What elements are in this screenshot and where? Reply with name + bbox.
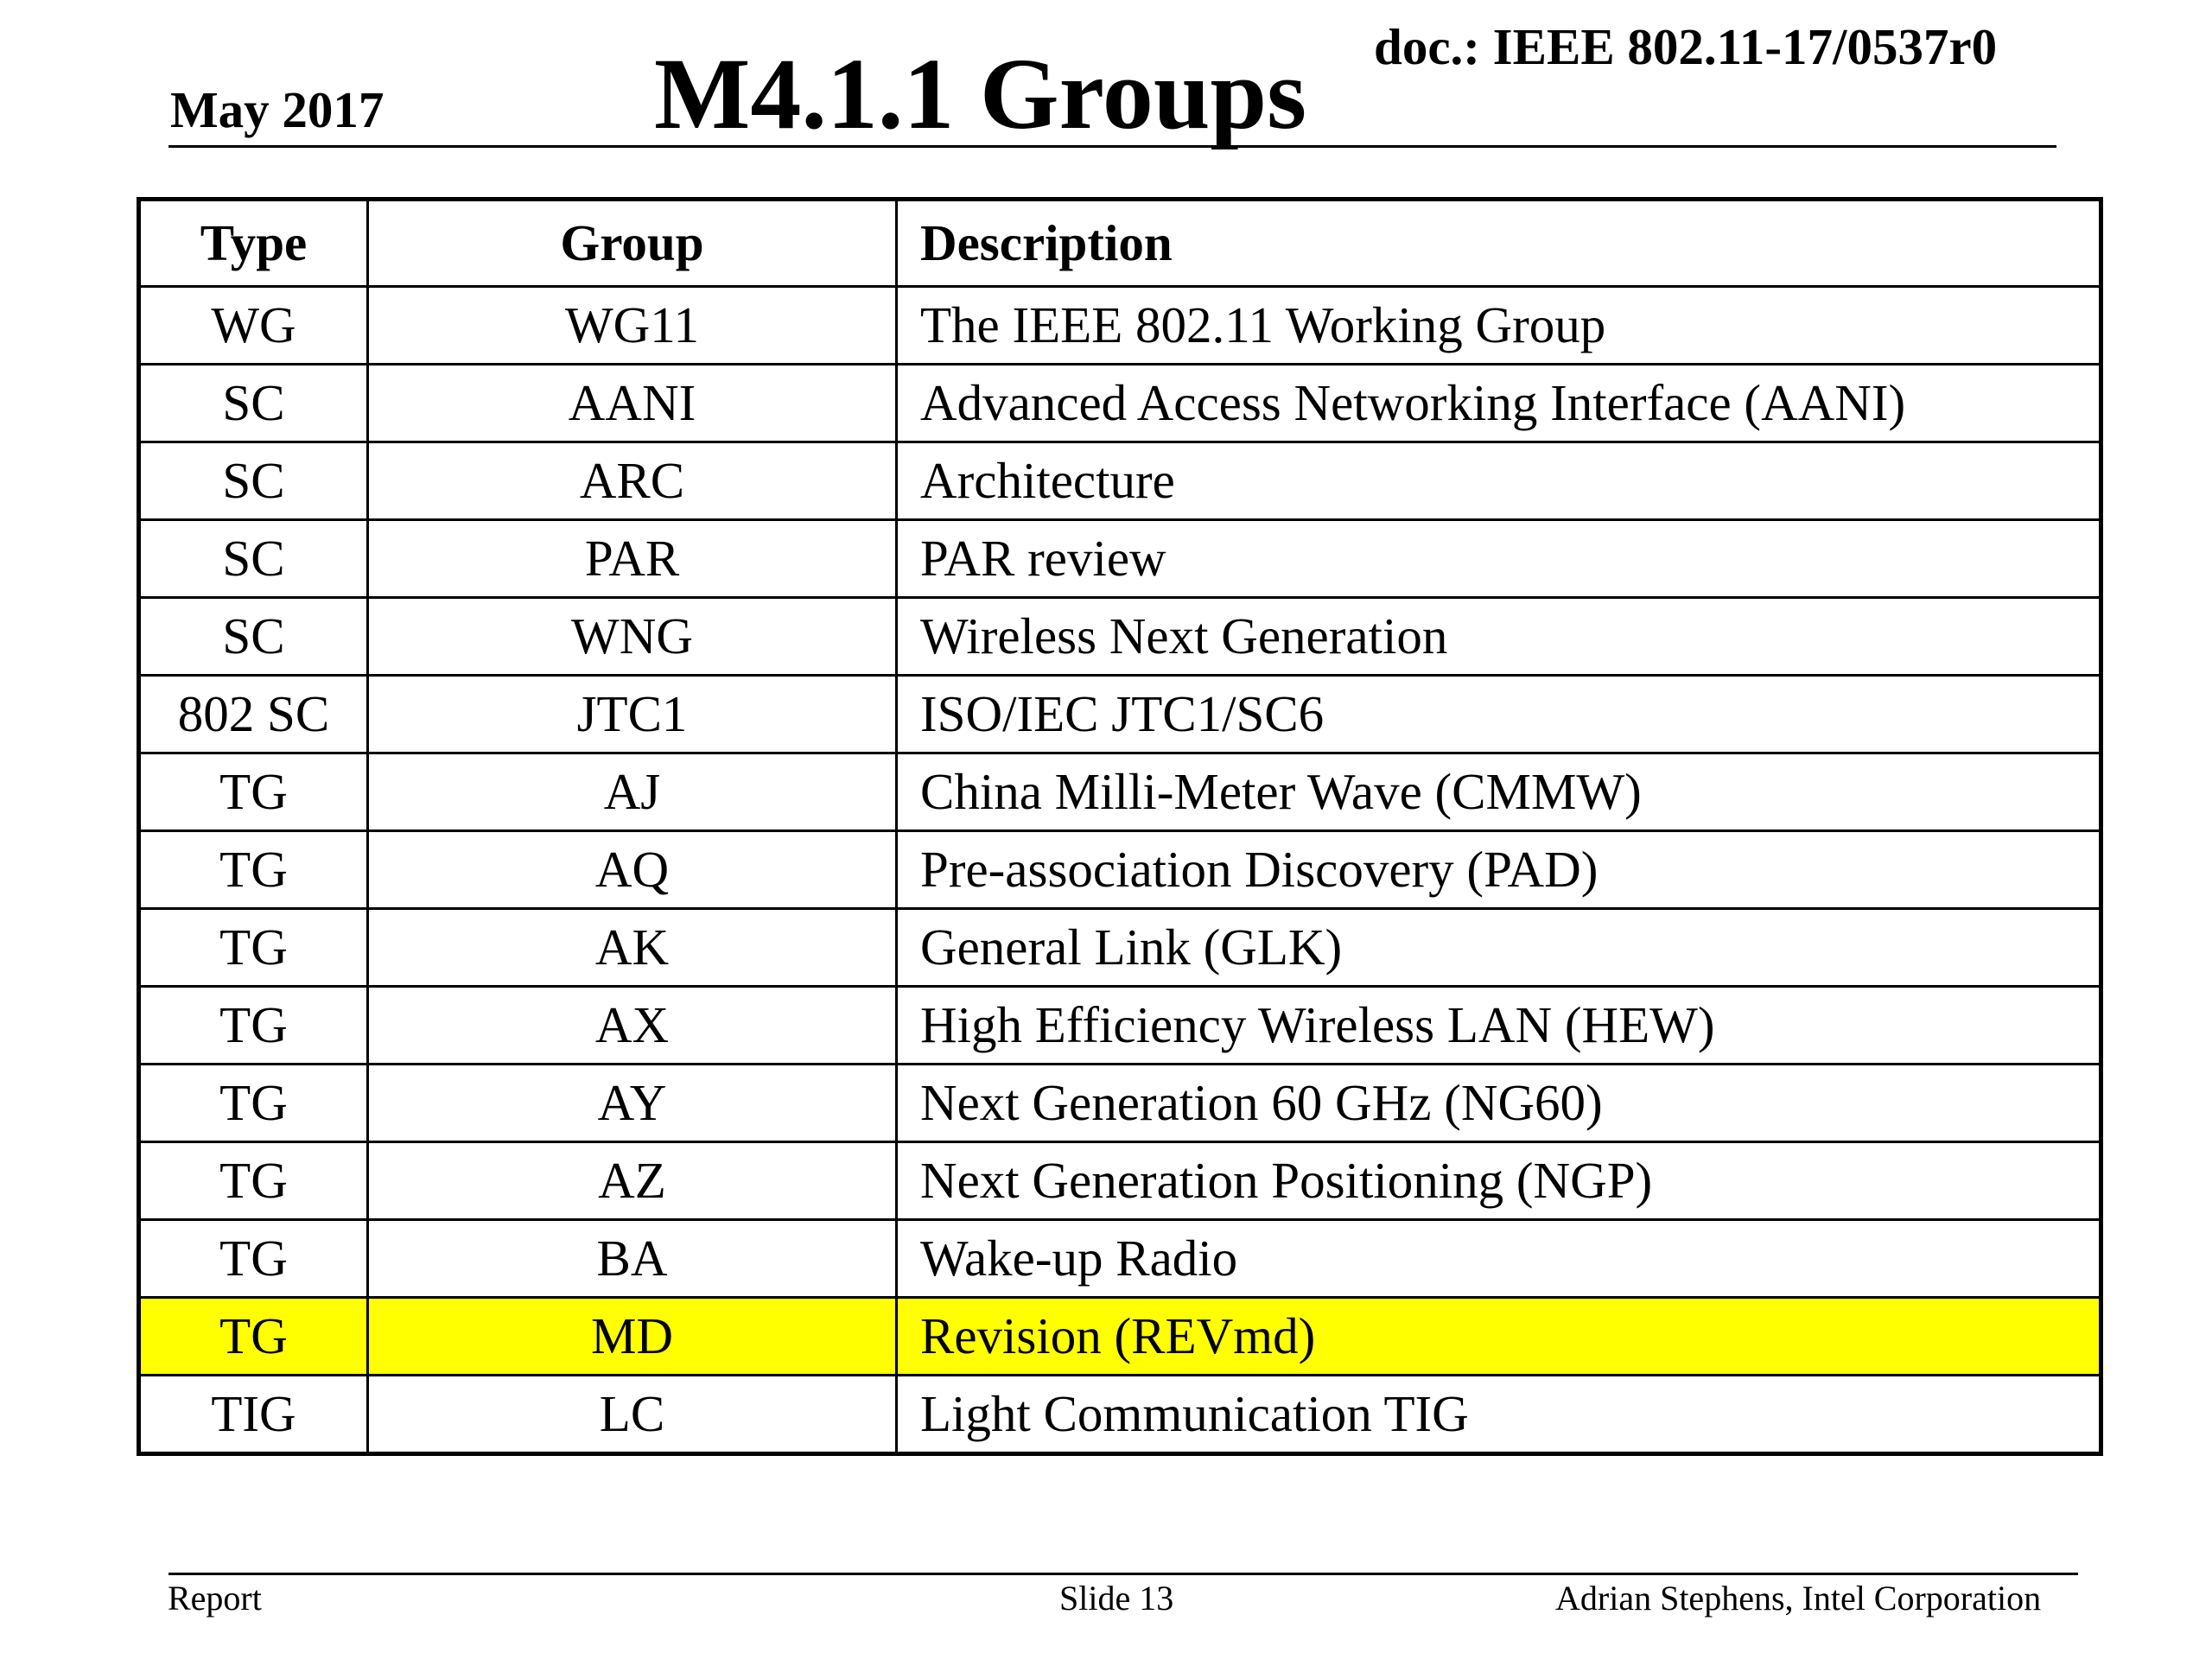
cell-group: ARC: [366, 441, 898, 521]
table-header-row: Type Group Description: [137, 198, 2102, 288]
cell-type: TG: [137, 752, 369, 832]
cell-type: TG: [137, 985, 369, 1065]
cell-group: JTC1: [366, 674, 898, 754]
table-row: TG AK General Link (GLK): [137, 907, 2102, 988]
cell-description: PAR review: [895, 518, 2102, 599]
table-body: WG WG11 The IEEE 802.11 Working Group SC AAN…: [137, 285, 2102, 1455]
column-header-description: Description: [895, 198, 2102, 288]
cell-type: TG: [137, 1063, 369, 1143]
table-row: TG AZ Next Generation Positioning (NGP): [137, 1141, 2102, 1221]
cell-group: AY: [366, 1063, 898, 1143]
table-row: TG AJ China Milli-Meter Wave (CMMW): [137, 752, 2102, 832]
cell-type: SC: [137, 518, 369, 599]
cell-type: SC: [137, 363, 369, 443]
slide-number: Slide 13: [1059, 1579, 1174, 1618]
cell-type: TG: [137, 907, 369, 988]
cell-group: AJ: [366, 752, 898, 832]
cell-group: LC: [366, 1374, 898, 1455]
table-row: TIG LC Light Communication TIG: [137, 1374, 2102, 1455]
table-row: SC WNG Wireless Next Generation: [137, 596, 2102, 677]
cell-group: WG11: [366, 285, 898, 365]
cell-group: AK: [366, 907, 898, 988]
cell-type: SC: [137, 441, 369, 521]
cell-group: AZ: [366, 1141, 898, 1221]
footer-left: Report: [168, 1579, 262, 1618]
cell-group: MD: [366, 1296, 898, 1376]
header-divider: [168, 145, 2056, 148]
cell-group: AQ: [366, 830, 898, 910]
cell-description: Light Communication TIG: [895, 1374, 2102, 1455]
cell-description: Next Generation Positioning (NGP): [895, 1141, 2102, 1221]
cell-description: China Milli-Meter Wave (CMMW): [895, 752, 2102, 832]
cell-description: Next Generation 60 GHz (NG60): [895, 1063, 2102, 1143]
cell-type: TG: [137, 830, 369, 910]
table-row: SC PAR PAR review: [137, 518, 2102, 599]
cell-description: General Link (GLK): [895, 907, 2102, 988]
cell-type: TIG: [137, 1374, 369, 1455]
table-row: TG AY Next Generation 60 GHz (NG60): [137, 1063, 2102, 1143]
cell-type: TG: [137, 1218, 369, 1299]
table-row: TG AX High Efficiency Wireless LAN (HEW): [137, 985, 2102, 1065]
cell-type: TG: [137, 1296, 369, 1376]
cell-description: Architecture: [895, 441, 2102, 521]
table-row: WG WG11 The IEEE 802.11 Working Group: [137, 285, 2102, 365]
table-row: TG BA Wake-up Radio: [137, 1218, 2102, 1299]
cell-description: Revision (REVmd): [895, 1296, 2102, 1376]
table-row: 802 SC JTC1 ISO/IEC JTC1/SC6: [137, 674, 2102, 754]
cell-group: BA: [366, 1218, 898, 1299]
cell-description: Wake-up Radio: [895, 1218, 2102, 1299]
slide-date: May 2017: [170, 81, 385, 138]
cell-description: The IEEE 802.11 Working Group: [895, 285, 2102, 365]
cell-group: WNG: [366, 596, 898, 677]
cell-type: TG: [137, 1141, 369, 1221]
cell-description: Advanced Access Networking Interface (AA…: [895, 363, 2102, 443]
column-header-type: Type: [137, 198, 369, 288]
cell-type: 802 SC: [137, 674, 369, 754]
groups-table: Type Group Description WG WG11 The IEEE 80…: [137, 197, 2103, 1456]
cell-description: ISO/IEC JTC1/SC6: [895, 674, 2102, 754]
cell-group: AX: [366, 985, 898, 1065]
document-id: doc.: IEEE 802.11-17/0537r0: [1374, 18, 1998, 75]
column-header-group: Group: [366, 198, 898, 288]
cell-type: WG: [137, 285, 369, 365]
footer-author: Adrian Stephens, Intel Corporation: [1555, 1579, 2042, 1618]
cell-description: Wireless Next Generation: [895, 596, 2102, 677]
table-row: SC AANI Advanced Access Networking Interfa…: [137, 363, 2102, 443]
slide-title: M4.1.1 Groups: [654, 37, 1307, 150]
table-row: TG AQ Pre-association Discovery (PAD): [137, 830, 2102, 910]
cell-type: SC: [137, 596, 369, 677]
table-row: SC ARC Architecture: [137, 441, 2102, 521]
cell-description: Pre-association Discovery (PAD): [895, 830, 2102, 910]
cell-group: AANI: [366, 363, 898, 443]
footer-divider: [168, 1573, 2078, 1575]
cell-description: High Efficiency Wireless LAN (HEW): [895, 985, 2102, 1065]
cell-group: PAR: [366, 518, 898, 599]
table-row-highlighted: TG MD Revision (REVmd): [137, 1296, 2102, 1376]
